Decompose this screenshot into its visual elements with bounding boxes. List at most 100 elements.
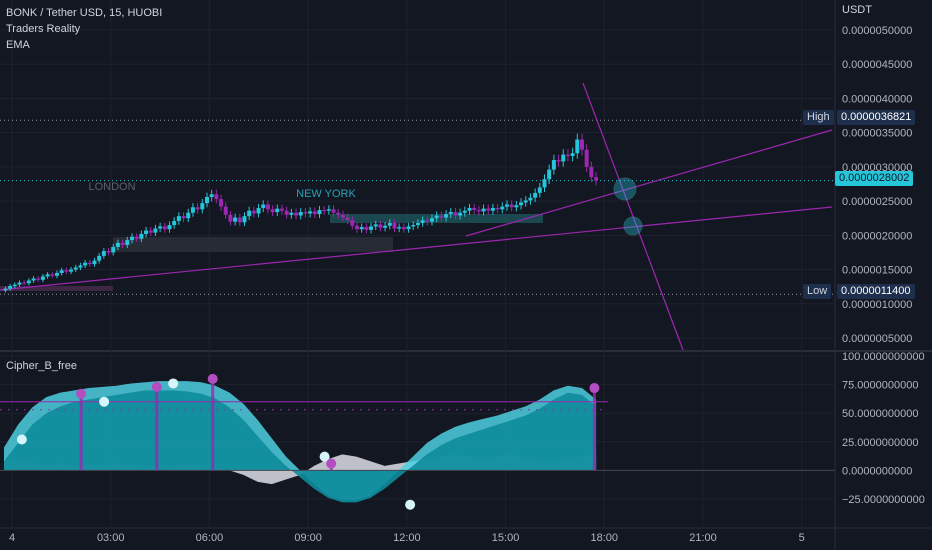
candle-body: [83, 262, 88, 266]
price-tick-label: 0.0000005000: [842, 333, 912, 345]
candle-body: [303, 212, 308, 214]
candle-body: [129, 236, 134, 241]
signal-dot: [319, 451, 330, 462]
candle-body: [26, 280, 31, 284]
candle-body: [134, 236, 139, 239]
osc-tick-label: 25.0000000000: [842, 437, 918, 449]
candle-body: [153, 228, 158, 233]
candle-body: [401, 227, 406, 230]
candle-body: [73, 267, 78, 270]
intersection-marker: [623, 216, 643, 236]
candle-body: [54, 272, 59, 276]
candle-body: [472, 207, 477, 211]
signal-dot: [405, 499, 416, 510]
time-tick-label: 18:00: [591, 532, 619, 544]
candle-body: [106, 251, 111, 253]
candle-body: [495, 207, 500, 210]
candle-body: [336, 212, 341, 215]
candle-body: [425, 220, 430, 222]
candle-body: [298, 212, 303, 216]
candle-body: [594, 177, 599, 181]
candle-body: [331, 209, 336, 213]
candle-body: [340, 214, 345, 218]
candle-body: [219, 199, 224, 207]
candle-body: [45, 274, 50, 277]
signal-dot: [589, 383, 600, 394]
osc-tick-label: 75.0000000000: [842, 380, 918, 392]
candle-body: [181, 216, 186, 219]
high-label-tag: High: [803, 110, 834, 125]
candle-body: [397, 227, 402, 229]
time-tick-label: 15:00: [492, 532, 520, 544]
candle-body: [378, 224, 383, 228]
candle-body: [59, 270, 64, 273]
candle-body: [251, 210, 256, 214]
candle-body: [172, 220, 177, 226]
candle-body: [69, 269, 74, 272]
candle-body: [17, 282, 22, 285]
candle-body: [359, 227, 364, 230]
candle-body: [406, 226, 411, 230]
candle-body: [265, 204, 270, 210]
candle-body: [565, 154, 570, 156]
candle-body: [458, 212, 463, 216]
candle-body: [481, 208, 486, 212]
signal-dot: [76, 388, 87, 399]
candle-body: [97, 255, 102, 261]
candle-body: [415, 223, 420, 226]
candle-body: [186, 212, 191, 219]
candle-body: [467, 207, 472, 211]
candle-body: [270, 209, 275, 213]
candle-body: [364, 227, 369, 230]
symbol-title[interactable]: BONK / Tether USD, 15, HUOBI: [6, 7, 163, 19]
candle-body: [462, 210, 467, 213]
time-tick-label: 09:00: [294, 532, 322, 544]
candle-body: [247, 210, 252, 217]
trendline-upper: [465, 129, 833, 237]
candle-body: [167, 225, 172, 230]
current-price-tag: 0.0000028002: [835, 171, 914, 186]
currency-label: USDT: [842, 4, 872, 16]
trendline-lower: [0, 206, 833, 291]
price-tick-label: 0.0000010000: [842, 299, 912, 311]
candle-body: [190, 207, 195, 213]
candle-body: [326, 209, 331, 211]
candle-body: [584, 149, 589, 167]
candle-body: [486, 208, 491, 211]
candle-body: [589, 166, 594, 178]
indicator-traders-reality[interactable]: Traders Reality: [6, 23, 81, 35]
session-box-london: [113, 237, 393, 252]
candle-body: [223, 206, 228, 215]
signal-dot: [326, 458, 337, 469]
time-tick-label: 06:00: [196, 532, 224, 544]
indicator-ema[interactable]: EMA: [6, 39, 30, 51]
candle-body: [354, 225, 359, 230]
candle-body: [373, 224, 378, 227]
time-tick-label: 03:00: [97, 532, 125, 544]
price-tick-label: 0.0000015000: [842, 265, 912, 277]
candle-body: [144, 230, 149, 234]
signal-dot: [207, 373, 218, 384]
candle-body: [31, 278, 36, 281]
candle-body: [284, 210, 289, 215]
candle-body: [256, 207, 261, 214]
price-tick-label: 0.0000025000: [842, 196, 912, 208]
candle-body: [228, 214, 233, 222]
candle-body: [195, 207, 200, 210]
candle-body: [233, 217, 238, 222]
candle-body: [369, 226, 374, 230]
candle-body: [209, 194, 214, 198]
candle-body: [547, 169, 552, 180]
candle-body: [345, 217, 350, 221]
osc-tick-label: 100.0000000000: [842, 351, 925, 363]
candle-body: [115, 242, 120, 247]
indicator-cipher-b[interactable]: Cipher_B_free: [6, 360, 77, 372]
candle-body: [453, 212, 458, 216]
candle-body: [261, 204, 266, 208]
candle-body: [294, 212, 299, 216]
price-tick-label: 0.0000050000: [842, 25, 912, 37]
candle-body: [12, 284, 17, 286]
candle-body: [3, 288, 8, 291]
candle-body: [509, 204, 514, 208]
